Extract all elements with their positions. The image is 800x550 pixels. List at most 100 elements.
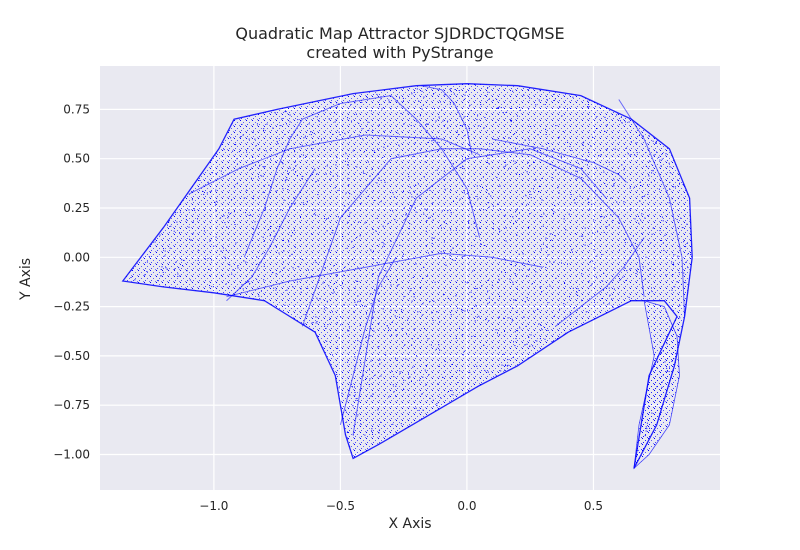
- attractor-point: [585, 160, 587, 162]
- attractor-point: [593, 219, 595, 221]
- attractor-point: [338, 131, 340, 133]
- attractor-point: [463, 168, 465, 170]
- attractor-point: [285, 179, 287, 181]
- attractor-point: [329, 318, 331, 320]
- attractor-point: [327, 324, 329, 326]
- attractor-point: [451, 376, 453, 377]
- attractor-point: [253, 195, 255, 197]
- attractor-point: [666, 367, 668, 369]
- attractor-point: [236, 163, 238, 165]
- attractor-point: [659, 230, 661, 232]
- attractor-point: [461, 256, 463, 258]
- attractor-point: [679, 182, 680, 184]
- attractor-point: [488, 279, 490, 281]
- attractor-point: [488, 98, 490, 100]
- attractor-point: [368, 397, 370, 399]
- attractor-point: [541, 291, 543, 292]
- attractor-point: [669, 166, 671, 168]
- attractor-point: [581, 167, 583, 169]
- attractor-point: [292, 286, 294, 288]
- attractor-point: [551, 177, 553, 178]
- attractor-point: [348, 330, 350, 332]
- attractor-point: [513, 299, 515, 301]
- attractor-point: [459, 125, 461, 126]
- attractor-point: [500, 370, 502, 372]
- attractor-point: [678, 272, 680, 274]
- attractor-point: [215, 210, 217, 212]
- attractor-point: [346, 247, 348, 249]
- attractor-point: [450, 314, 452, 316]
- attractor-point: [488, 297, 490, 299]
- attractor-point: [519, 327, 521, 329]
- attractor-point: [289, 167, 291, 169]
- attractor-point: [452, 394, 454, 396]
- attractor-point: [432, 399, 434, 401]
- attractor-point: [402, 97, 404, 99]
- attractor-point: [521, 151, 523, 153]
- attractor-point: [421, 90, 423, 92]
- attractor-point: [293, 197, 295, 199]
- attractor-point: [270, 158, 272, 160]
- attractor-point: [348, 389, 350, 391]
- attractor-point: [640, 185, 641, 186]
- attractor-point: [677, 329, 679, 331]
- attractor-point: [360, 362, 362, 364]
- attractor-point: [429, 397, 431, 399]
- attractor-point: [274, 245, 276, 247]
- attractor-point: [379, 272, 381, 274]
- attractor-point: [303, 137, 305, 139]
- attractor-point: [444, 188, 446, 190]
- attractor-point: [251, 168, 253, 169]
- attractor-point: [451, 310, 453, 312]
- attractor-point: [413, 190, 415, 192]
- attractor-point: [215, 236, 217, 238]
- attractor-point: [411, 93, 413, 95]
- attractor-point: [620, 116, 622, 118]
- attractor-point: [328, 118, 330, 120]
- attractor-point: [212, 172, 214, 174]
- attractor-point: [553, 211, 555, 213]
- attractor-point: [613, 288, 615, 290]
- attractor-point: [294, 161, 296, 163]
- attractor-point: [613, 179, 615, 181]
- attractor-point: [405, 358, 407, 360]
- attractor-point: [302, 178, 303, 180]
- attractor-point: [403, 123, 405, 125]
- attractor-point: [377, 409, 379, 411]
- attractor-point: [656, 367, 658, 368]
- attractor-point: [399, 316, 400, 318]
- attractor-point: [587, 198, 589, 200]
- attractor-point: [501, 271, 503, 273]
- attractor-point: [463, 98, 465, 100]
- attractor-point: [497, 332, 498, 334]
- attractor-point: [412, 277, 414, 278]
- attractor-point: [505, 365, 507, 366]
- attractor-point: [411, 300, 413, 302]
- attractor-point: [683, 241, 685, 243]
- attractor-point: [199, 180, 201, 181]
- attractor-point: [507, 364, 509, 366]
- attractor-point: [669, 181, 671, 183]
- attractor-point: [401, 328, 403, 330]
- attractor-point: [450, 229, 452, 231]
- attractor-point: [421, 203, 422, 205]
- attractor-point: [529, 97, 531, 99]
- attractor-point: [311, 148, 313, 149]
- attractor-point: [390, 108, 392, 110]
- attractor-point: [419, 379, 421, 381]
- attractor-point: [227, 167, 228, 168]
- attractor-point: [387, 222, 389, 224]
- attractor-point: [575, 170, 577, 172]
- y-tick-label: 0.00: [63, 250, 90, 264]
- attractor-point: [319, 298, 321, 300]
- attractor-point: [177, 275, 179, 277]
- attractor-point: [582, 180, 584, 182]
- attractor-point: [442, 257, 444, 259]
- attractor-point: [528, 139, 530, 141]
- attractor-point: [191, 199, 193, 201]
- attractor-point: [276, 140, 278, 142]
- attractor-point: [482, 176, 484, 178]
- attractor-point: [232, 150, 234, 152]
- attractor-point: [634, 154, 635, 156]
- attractor-point: [333, 291, 335, 293]
